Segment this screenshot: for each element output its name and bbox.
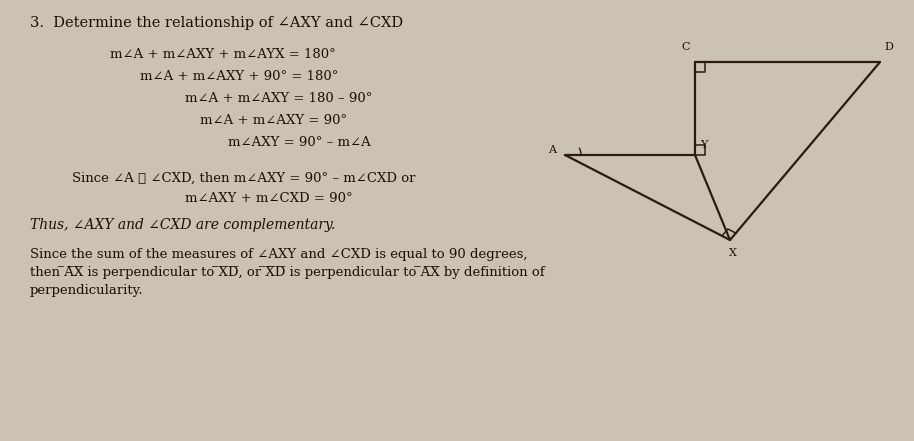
Text: Since the sum of the measures of ∠AXY and ∠CXD is equal to 90 degrees,: Since the sum of the measures of ∠AXY an… [30,248,527,261]
Text: m∠A + m∠AXY = 180 – 90°: m∠A + m∠AXY = 180 – 90° [185,92,372,105]
Text: Thus, ∠AXY and ∠CXD are complementary.: Thus, ∠AXY and ∠CXD are complementary. [30,218,335,232]
Text: m∠A + m∠AXY + 90° = 180°: m∠A + m∠AXY + 90° = 180° [140,70,338,83]
Text: perpendicularity.: perpendicularity. [30,284,143,297]
Text: then ̅A̅X̅ is perpendicular to ̅X̅D̅, or ̅X̅D̅ is perpendicular to ̅A̅X̅ by defi: then ̅A̅X̅ is perpendicular to ̅X̅D̅, or… [30,266,545,279]
Text: Since ∠A ≅ ∠CXD, then m∠AXY = 90° – m∠CXD or: Since ∠A ≅ ∠CXD, then m∠AXY = 90° – m∠CX… [72,172,416,185]
Text: X: X [729,248,737,258]
Text: m∠AXY + m∠CXD = 90°: m∠AXY + m∠CXD = 90° [185,192,353,205]
Text: m∠AXY = 90° – m∠A: m∠AXY = 90° – m∠A [228,136,371,149]
Text: Y: Y [700,140,707,150]
Text: 3.  Determine the relationship of ∠AXY and ∠CXD: 3. Determine the relationship of ∠AXY an… [30,16,403,30]
Text: A: A [548,145,556,155]
Text: m∠A + m∠AXY + m∠AYX = 180°: m∠A + m∠AXY + m∠AYX = 180° [110,48,335,61]
Text: C: C [682,42,690,52]
Text: D: D [884,42,893,52]
Text: m∠A + m∠AXY = 90°: m∠A + m∠AXY = 90° [200,114,347,127]
